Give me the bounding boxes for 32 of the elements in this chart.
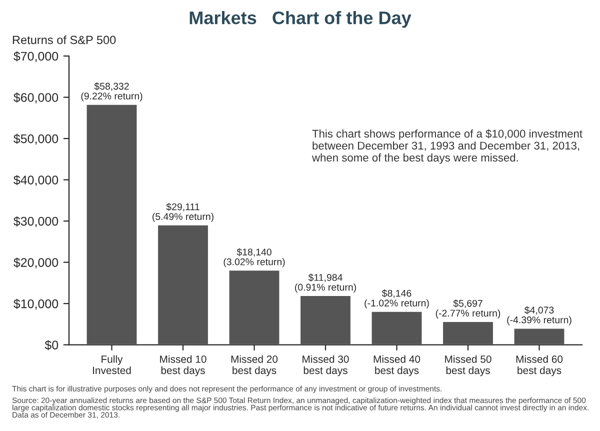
- x-tick-label: Missed 20 best days: [231, 355, 278, 376]
- y-tick-label: $20,000: [14, 258, 58, 268]
- y-tick-label: $40,000: [14, 175, 58, 186]
- bar: [442, 320, 494, 345]
- x-tick-label: Missed 60 best days: [516, 355, 563, 376]
- y-tick-label: $50,000: [14, 134, 58, 145]
- bar: [512, 327, 566, 345]
- bar: [299, 294, 352, 345]
- data-label: $29,111 (5.49% return): [152, 202, 214, 222]
- bar: [228, 269, 281, 345]
- x-tick-label: Missed 40 best days: [374, 355, 420, 376]
- data-label: $4,073 (-4.39% return): [507, 306, 572, 326]
- x-tick-label: Missed 30 best days: [302, 355, 349, 376]
- bar: [370, 310, 424, 345]
- x-tick-label: Fully Invested: [93, 355, 131, 374]
- data-label: $5,697 (-2.77% return): [436, 300, 500, 319]
- chart-title: Markets Chart of the Day: [190, 10, 412, 28]
- data-label: $8,146 (-1.02% return): [364, 289, 429, 308]
- y-axis-title: Returns of S&P 500: [12, 35, 116, 44]
- x-tick-label: Missed 10 best days: [160, 355, 206, 376]
- bar: [85, 103, 138, 345]
- y-tick-label: $60,000: [14, 92, 58, 104]
- data-label: $11,984 (0.91% return): [295, 274, 356, 293]
- bar: [156, 224, 210, 345]
- data-label: $58,332 (9.22% return): [81, 82, 142, 102]
- y-tick-label: $10,000: [14, 298, 58, 310]
- x-tick-label: Missed 50 best days: [445, 355, 492, 376]
- y-tick-label: $30,000: [14, 216, 58, 228]
- y-tick-label: $0: [44, 340, 58, 350]
- annotation: This chart shows performance of a $10,000 investment between December 31, 1993 and December 31, 2013, when some of the best days were missed.: [312, 129, 582, 164]
- y-tick-label: $70,000: [14, 51, 58, 62]
- data-label: $18,140 (3.02% return): [224, 248, 285, 268]
